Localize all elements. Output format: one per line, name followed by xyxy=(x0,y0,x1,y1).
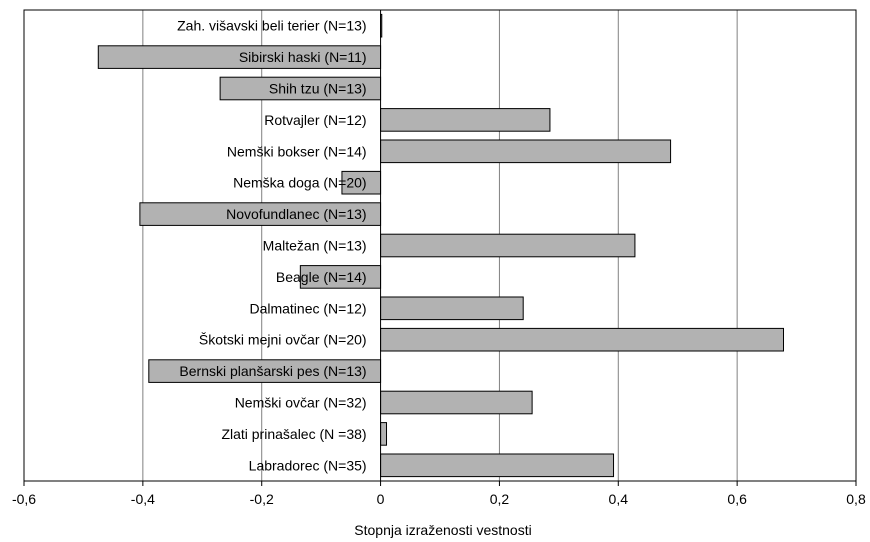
bars xyxy=(97,13,784,478)
category-label: Zlati prinašalec (N =38) xyxy=(221,426,366,442)
category-label: Škotski mejni ovčar (N=20) xyxy=(199,332,367,348)
bar xyxy=(380,422,388,446)
category-label: Rotvajler (N=12) xyxy=(264,112,366,128)
category-label: Nemški bokser (N=14) xyxy=(227,143,367,159)
category-label: Dalmatinec (N=12) xyxy=(249,300,366,316)
category-label: Zah. višavski beli terier (N=13) xyxy=(177,18,366,34)
x-tick-label: 0,8 xyxy=(846,491,866,507)
bar xyxy=(380,108,551,132)
category-label: Maltežan (N=13) xyxy=(263,238,367,254)
bar xyxy=(380,233,636,258)
bar xyxy=(380,139,672,164)
bar xyxy=(380,296,524,321)
x-tick-label: 0,4 xyxy=(609,491,629,507)
bar xyxy=(380,453,615,478)
bar xyxy=(380,327,784,352)
x-axis-ticks: -0,6 -0,4 -0,2 0 0,2 0,4 0,6 0,8 xyxy=(12,481,866,507)
plot-area-frame xyxy=(23,9,857,482)
x-tick-label: 0 xyxy=(377,491,385,507)
category-label: Bernski planšarski pes (N=13) xyxy=(179,363,366,379)
x-axis-title: Stopnja izraženosti vestnosti xyxy=(354,522,531,538)
bar xyxy=(380,390,533,415)
category-label: Novofundlanec (N=13) xyxy=(226,206,366,222)
category-label: Beagle (N=14) xyxy=(276,269,367,285)
category-label: Labradorec (N=35) xyxy=(249,457,367,473)
x-tick-label: -0,4 xyxy=(131,491,155,507)
category-label: Nemška doga (N=20) xyxy=(233,175,366,191)
category-label: Shih tzu (N=13) xyxy=(269,81,367,97)
category-labels: Zah. višavski beli terier (N=13) Sibirski… xyxy=(177,18,366,474)
x-tick-label: 0,2 xyxy=(490,491,510,507)
x-tick-label: 0,6 xyxy=(727,491,747,507)
category-label: Nemški ovčar (N=32) xyxy=(235,395,367,411)
category-label: Sibirski haski (N=11) xyxy=(239,49,367,65)
x-tick-label: -0,2 xyxy=(250,491,274,507)
x-tick-label: -0,6 xyxy=(12,491,36,507)
